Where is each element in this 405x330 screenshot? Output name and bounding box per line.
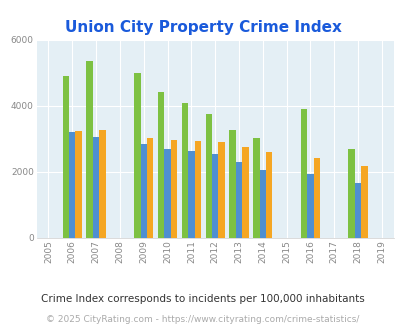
Text: © 2025 CityRating.com - https://www.cityrating.com/crime-statistics/: © 2025 CityRating.com - https://www.city…: [46, 315, 359, 324]
Text: Crime Index corresponds to incidents per 100,000 inhabitants: Crime Index corresponds to incidents per…: [41, 294, 364, 304]
Bar: [69, 132, 75, 238]
Bar: [265, 152, 272, 238]
Bar: [307, 174, 313, 238]
Bar: [181, 103, 188, 238]
Bar: [354, 183, 360, 238]
Bar: [360, 166, 367, 238]
Bar: [171, 140, 177, 238]
Bar: [242, 147, 248, 238]
Bar: [62, 76, 69, 238]
Bar: [93, 137, 99, 238]
Bar: [164, 149, 171, 238]
Bar: [313, 158, 319, 238]
Bar: [140, 144, 147, 238]
Bar: [205, 114, 211, 238]
Bar: [188, 151, 194, 238]
Bar: [147, 138, 153, 238]
Bar: [194, 141, 200, 238]
Bar: [99, 130, 105, 238]
Bar: [211, 154, 218, 238]
Bar: [218, 142, 224, 238]
Bar: [235, 162, 242, 238]
Bar: [347, 149, 354, 238]
Bar: [229, 130, 235, 238]
Text: Union City Property Crime Index: Union City Property Crime Index: [64, 20, 341, 35]
Bar: [158, 92, 164, 238]
Bar: [86, 61, 93, 238]
Bar: [134, 73, 140, 238]
Bar: [253, 138, 259, 238]
Bar: [300, 109, 307, 238]
Bar: [259, 170, 265, 238]
Bar: [75, 131, 82, 238]
